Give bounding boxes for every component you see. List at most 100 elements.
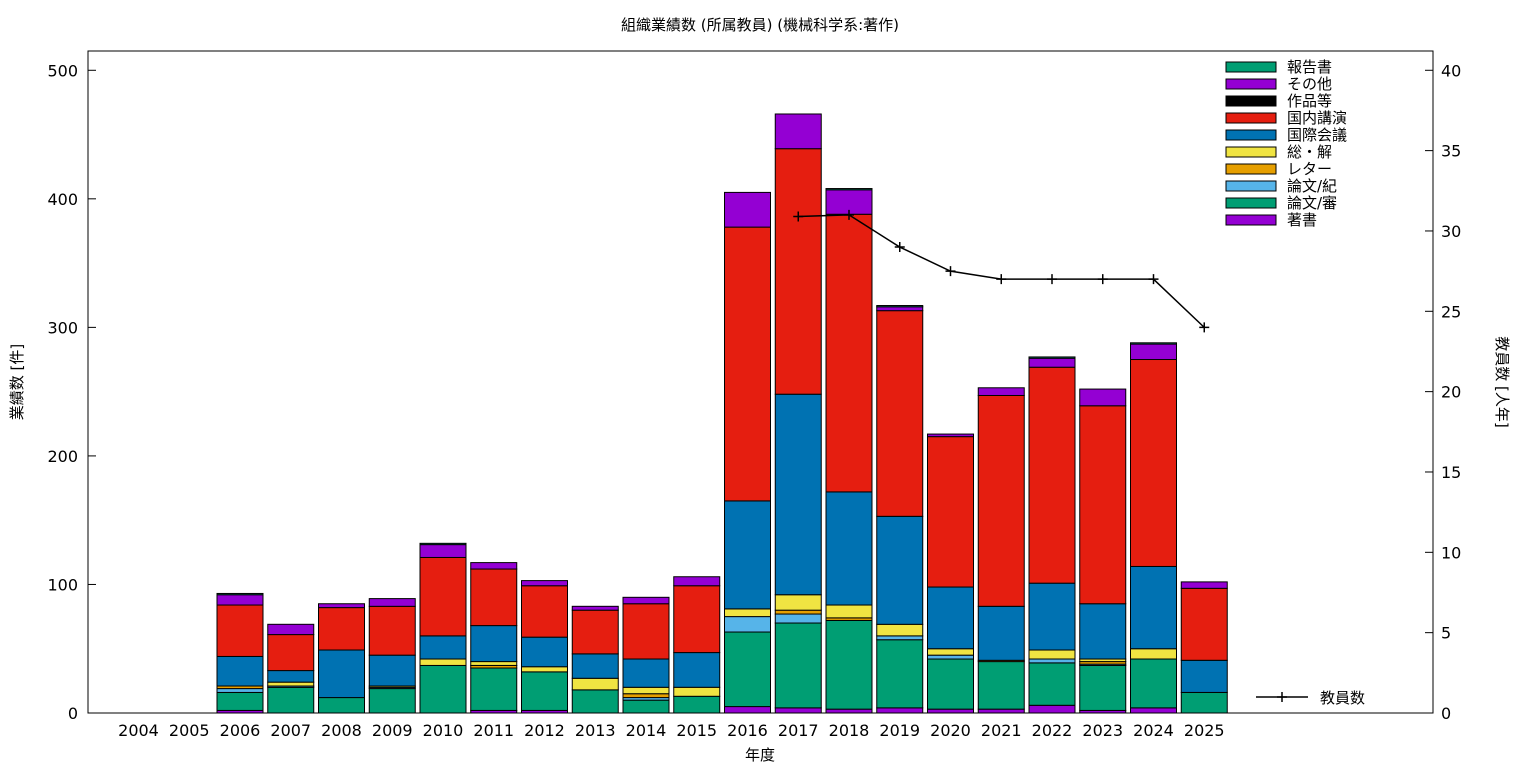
bar-segment-2018-0 [825,708,873,714]
legend-swatch [1225,61,1277,73]
bar-segment-2011-4 [470,661,518,666]
y2-tick-label: 40 [1441,61,1461,80]
bar-segment-2019-4 [876,623,924,637]
line-point [844,209,854,220]
bar-segment-2013-5 [571,653,619,679]
bar-segment-2020-4 [927,648,974,656]
bar-segment-2008-1 [318,697,365,714]
bar-segment-2013-4 [571,677,619,691]
x-tick-label: 2007 [270,721,311,740]
bar-segment-2009-1 [368,688,416,714]
bar-segment-2016-4 [724,608,771,618]
bar-segment-2024-5 [1130,565,1177,650]
bar-segment-2011-8 [470,562,518,570]
line-layer [793,209,1210,333]
bar-segment-2019-9 [876,305,924,308]
legend-label: その他 [1287,75,1332,93]
bar-segment-2018-4 [825,604,873,619]
legend-line-label: 教員数 [1320,689,1365,707]
x-tick-label: 2010 [423,721,464,740]
bar-segment-2023-1 [1079,664,1127,711]
bar-segment-2024-9 [1130,342,1177,345]
bar-segment-2020-6 [927,436,974,588]
bar-segment-2015-1 [673,695,721,714]
bar-segment-2010-5 [419,635,467,660]
bar-segment-2024-8 [1130,343,1177,361]
legend-swatch [1225,214,1277,226]
bar-segment-2017-8 [774,113,822,150]
bar-segment-2021-1 [977,661,1025,710]
bar-segment-2024-1 [1130,658,1177,709]
legend-label: 論文/審 [1287,194,1337,212]
legend-swatch [1225,180,1277,192]
legend-label: 報告書 [1287,58,1332,76]
y2-tick-label: 5 [1441,624,1451,643]
legend-swatch [1225,163,1277,175]
line-point [793,211,804,222]
bar-segment-2024-6 [1130,359,1177,567]
legend-swatch [1225,95,1277,107]
bar-segment-2023-8 [1079,388,1127,407]
bar-segment-2018-9 [825,188,873,191]
bar-segment-2007-1 [267,686,315,714]
x-tick-label: 2023 [1082,721,1123,740]
x-tick-label: 2018 [829,721,870,740]
legend-swatch [1225,112,1277,124]
bar-segment-2015-4 [673,686,721,697]
bar-segment-2017-1 [774,622,822,709]
bar-segment-2013-1 [571,689,619,714]
legend-label: 総・解 [1287,143,1332,161]
bar-segment-2007-5 [267,670,315,683]
bar-segment-2013-8 [571,605,619,611]
legend-label: 論文/紀 [1287,177,1337,195]
bar-segment-2022-9 [1028,356,1076,359]
x-axis-label: 年度 [745,746,775,764]
y2-tick-label: 35 [1441,142,1461,161]
bar-segment-2009-5 [368,654,416,687]
bar-segment-2012-8 [521,580,568,587]
bar-segment-2017-0 [774,707,822,714]
bar-segment-2021-5 [977,605,1025,661]
y2-tick-label: 25 [1441,302,1461,321]
legend-label: レター [1287,160,1332,178]
y-axis-label: 業績数 [件] [8,344,26,420]
bar-segment-2016-1 [724,631,771,708]
y-tick-label: 300 [47,318,78,337]
x-tick-label: 2012 [524,721,565,740]
bar-segment-2010-4 [419,658,467,666]
bar-segment-2010-9 [419,542,467,546]
x-tick-label: 2024 [1133,721,1174,740]
line-point [1047,274,1057,285]
legend-swatch [1225,197,1277,209]
bar-segment-2022-0 [1028,704,1076,714]
x-tick-label: 2008 [321,721,362,740]
bar-segment-2025-6 [1180,587,1228,661]
bar-segment-2010-6 [419,556,467,637]
y-tick-label: 0 [68,704,78,723]
bar-segment-2007-6 [267,634,315,672]
bar-segment-2024-4 [1130,648,1177,660]
bar-segment-2015-5 [673,652,721,688]
bar-segment-2009-8 [368,598,416,607]
bar-segment-2015-8 [673,576,721,587]
bar-segment-2019-5 [876,515,924,625]
x-tick-label: 2021 [981,721,1022,740]
bar-segment-2008-5 [318,649,365,699]
bar-segment-2019-1 [876,639,924,709]
bar-segment-2010-1 [419,664,467,714]
x-tick-label: 2006 [220,721,261,740]
line-point [945,266,956,277]
bar-segment-2020-8 [927,433,974,438]
bar-segment-2010-8 [419,544,467,558]
bar-segment-2014-5 [622,658,670,688]
x-tick-label: 2022 [1032,721,1073,740]
bar-segment-2020-2 [927,654,974,660]
bar-segment-2022-2 [1028,658,1076,664]
bar-segment-2012-1 [521,671,568,711]
bar-segment-2017-6 [774,148,822,395]
bar-segment-2021-0 [977,708,1025,714]
bar-segment-2011-6 [470,568,518,627]
legend-swatch [1225,129,1277,141]
bar-segment-2007-4 [267,681,315,687]
